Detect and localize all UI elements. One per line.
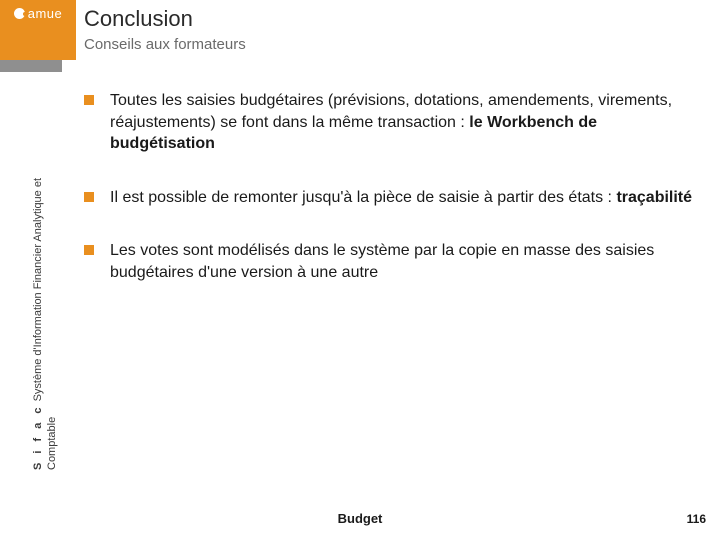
list-item: Il est possible de remonter jusqu'à la p…	[84, 187, 700, 209]
gray-strip	[0, 60, 62, 72]
bullet-text: Les votes sont modélisés dans le système…	[110, 240, 700, 283]
page-title: Conclusion	[84, 6, 193, 32]
bullet-text: Toutes les saisies budgétaires (prévisio…	[110, 90, 700, 155]
page-subtitle: Conseils aux formateurs	[84, 36, 246, 53]
footer-label: Budget	[0, 511, 720, 526]
logo-icon	[14, 8, 25, 19]
side-brand: S i f a c	[32, 404, 44, 470]
bullet-icon	[84, 245, 94, 255]
bullet-bold: traçabilité	[616, 189, 692, 206]
side-label-line1: S i f a c Système d'Information Financie…	[32, 178, 44, 470]
logo-text: amue	[28, 6, 63, 21]
list-item: Les votes sont modélisés dans le système…	[84, 240, 700, 283]
bullet-pre: Les votes sont modélisés dans le système…	[110, 242, 654, 281]
bullet-pre: Il est possible de remonter jusqu'à la p…	[110, 189, 616, 206]
logo-band: amue	[0, 0, 76, 60]
bullet-text: Il est possible de remonter jusqu'à la p…	[110, 187, 692, 209]
content-area: Toutes les saisies budgétaires (prévisio…	[84, 90, 700, 316]
side-label-line2: Comptable	[46, 417, 58, 470]
side-line1-rest: Système d'Information Financier Analytiq…	[32, 178, 44, 405]
logo: amue	[14, 6, 63, 21]
bullet-icon	[84, 192, 94, 202]
bullet-icon	[84, 95, 94, 105]
page-number: 116	[687, 512, 706, 526]
list-item: Toutes les saisies budgétaires (prévisio…	[84, 90, 700, 155]
